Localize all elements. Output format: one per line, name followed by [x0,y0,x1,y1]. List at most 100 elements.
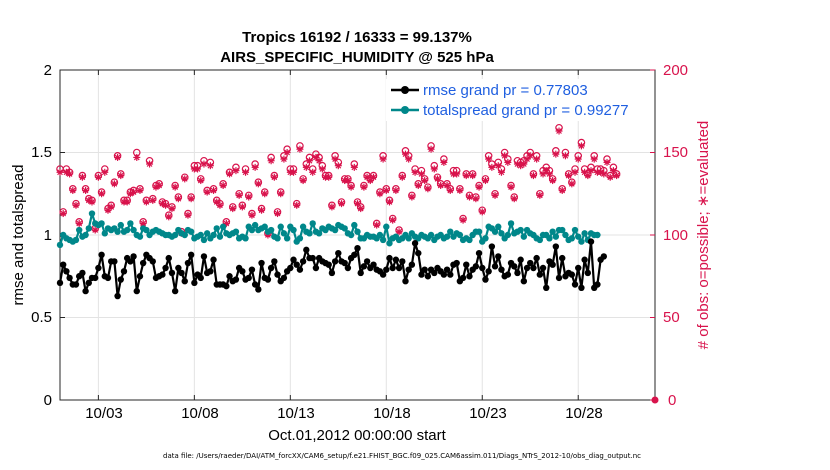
obs-evaluated-point [78,173,86,181]
obs-evaluated-point [338,200,346,208]
rmse-point [309,254,316,262]
rmse-point [600,253,608,260]
obs-evaluated-point [558,186,566,194]
obs-evaluated-point [258,206,266,214]
rmse-point [130,253,137,260]
x-tick-label: 10/23 [469,405,507,422]
totalspread-point [517,226,524,234]
obs-evaluated-point [123,198,131,206]
rmse-point [79,269,86,277]
obs-evaluated-point [107,203,115,211]
obs-evaluated-point [584,172,592,180]
left-y-axis-label: rmse and totalspread [10,165,27,306]
obs-evaluated-point [417,170,425,178]
obs-evaluated-point [248,211,256,219]
rmse-point [271,258,278,265]
obs-evaluated-point [456,186,464,194]
obs-evaluated-point [440,158,448,166]
rmse-point [175,264,182,272]
totalspread-point [56,241,64,249]
rmse-point [95,264,102,272]
obs-evaluated-point [149,196,157,204]
rmse-point [328,269,336,277]
obs-evaluated-point [510,195,518,203]
totalspread-point [552,233,560,240]
totalspread-point [456,231,464,239]
obs-evaluated-point [472,195,480,203]
obs-evaluated-point [504,158,512,166]
obs-evaluated-point [56,168,64,176]
rmse-point [575,264,582,272]
rmse-point [197,274,204,282]
obs-evaluated-point [494,162,502,170]
totalspread-point [82,231,89,239]
obs-evaluated-point [392,186,400,194]
totalspread-point [341,225,348,232]
totalspread-point [197,231,204,239]
obs-evaluated-point [142,198,150,206]
totalspread-point [504,231,512,239]
obs-evaluated-point [350,163,358,171]
left-tick-label: 1.5 [31,144,52,161]
rmse-point [82,287,89,295]
rmse-point [488,243,496,250]
obs-evaluated-point [331,155,339,163]
totalspread-point [261,223,268,230]
obs-evaluated-point [501,152,509,160]
totalspread-point [213,225,220,232]
legend-rmse-label: rmse grand pr = 0.77803 [423,82,588,99]
obs-evaluated-point [318,165,326,173]
obs-evaluated-point [91,226,99,234]
right-tick-label: 50 [663,309,680,326]
obs-evaluated-point [529,172,537,180]
right-tick-label: 100 [663,227,688,244]
totalspread-point [283,235,291,242]
obs-evaluated-point [552,150,560,158]
rmse-point [543,284,550,291]
rmse-point [571,281,579,288]
rmse-point [351,251,358,258]
rmse-point [290,256,297,263]
obs-evaluated-point [168,205,176,213]
obs-evaluated-point [110,180,118,188]
rmse-point [504,271,512,278]
obs-evaluated-point [181,175,189,183]
obs-evaluated-point [98,190,106,198]
rmse-point [274,271,281,278]
totalspread-point [309,220,316,227]
left-tick-label: 2 [44,62,52,79]
obs-evaluated-point [315,157,323,165]
obs-evaluated-point [481,177,489,185]
rmse-point [463,261,470,268]
obs-evaluated-point [488,163,496,171]
rmse-series [56,238,608,300]
obs-evaluated-point [389,216,397,224]
obs-evaluated-point [197,177,205,185]
obs-evaluated-point [184,211,192,219]
obs-evaluated-point [357,205,365,213]
legend: rmse grand pr = 0.77803 totalspread gran… [386,79,650,121]
rmse-point [495,253,502,260]
chart-subtitle: AIRS_SPECIFIC_HUMIDITY @ 525 hPa [220,49,494,66]
rmse-point [59,261,67,268]
obs-evaluated-point [478,208,486,216]
obs-evaluated-point [405,155,413,163]
obs-evaluated-point [309,168,317,176]
obs-evaluated-point [382,186,390,194]
rmse-point [363,258,371,265]
rmse-point [357,269,364,277]
rmse-point [517,256,524,263]
obs-evaluated-point [94,173,102,181]
obs-evaluated-point [133,153,141,161]
totalspread-point [130,226,137,234]
obs-evaluated-point [369,173,377,181]
totalspread-point [562,231,569,239]
totalspread-point [200,236,208,244]
totalspread-point [549,228,556,235]
right-axis-tick-labels: 0 50 100 150 200 [663,62,688,409]
rmse-point [431,269,438,277]
totalspread-point [568,235,576,242]
rmse-point [485,268,492,275]
totalspread-point [405,235,412,242]
